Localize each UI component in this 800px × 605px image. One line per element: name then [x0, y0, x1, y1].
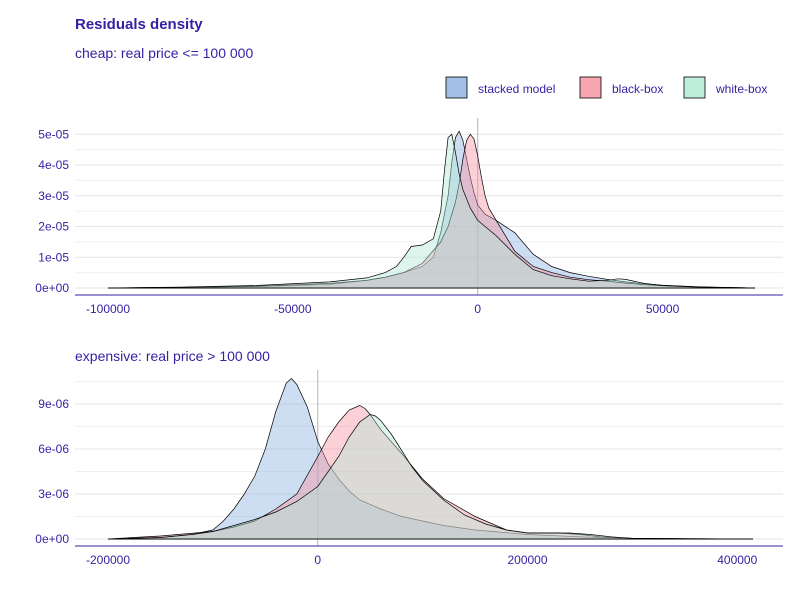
expensive-density-white-box — [107, 414, 754, 540]
cheap-density-white-box — [107, 133, 756, 289]
expensive-density-stacked-model — [107, 378, 754, 540]
expensive-y-tick-label: 3e-06 — [38, 487, 69, 501]
expensive-density-black-box — [107, 405, 754, 540]
expensive-y-tick-label: 6e-06 — [38, 442, 69, 456]
expensive-x-tick-label: 0 — [314, 553, 321, 567]
legend: stacked model black-box white-box — [445, 76, 767, 99]
legend-swatch-stacked-model — [445, 76, 468, 99]
expensive-x-tick-label: 200000 — [507, 553, 547, 567]
expensive-y-tick-label: 9e-06 — [38, 397, 69, 411]
cheap-density-black-box — [107, 133, 756, 289]
cheap-y-tick-label: 5e-05 — [38, 127, 69, 141]
cheap-y-tick-label: 0e+00 — [35, 281, 69, 295]
expensive-x-tick-label: 400000 — [717, 553, 757, 567]
cheap-y-tick-label: 4e-05 — [38, 158, 69, 172]
cheap-x-tick-label: 0 — [474, 302, 481, 316]
cheap-y-tick-label: 3e-05 — [38, 189, 69, 203]
expensive-x-tick-label: -200000 — [86, 553, 130, 567]
legend-swatch-black-box — [579, 76, 602, 99]
cheap-y-tick-label: 2e-05 — [38, 220, 69, 234]
cheap-x-tick-label: 50000 — [646, 302, 680, 316]
chart-title: Residuals density — [75, 16, 203, 33]
panel-expensive: expensive: real price > 100 000 0e+00 3e-… — [35, 348, 783, 567]
legend-label-black-box: black-box — [612, 82, 663, 96]
legend-swatch-white-box — [683, 76, 706, 99]
cheap-x-tick-label: -100000 — [86, 302, 130, 316]
panel-expensive-subtitle: expensive: real price > 100 000 — [75, 348, 270, 364]
legend-label-stacked-model: stacked model — [478, 82, 555, 96]
panel-cheap-subtitle: cheap: real price <= 100 000 — [75, 45, 253, 61]
legend-label-white-box: white-box — [715, 82, 767, 96]
cheap-x-tick-label: -50000 — [274, 302, 312, 316]
panel-cheap: cheap: real price <= 100 000 0e+00 1e-05 2… — [35, 45, 783, 316]
cheap-y-tick-label: 1e-05 — [38, 250, 69, 264]
expensive-y-tick-label: 0e+00 — [35, 532, 69, 546]
